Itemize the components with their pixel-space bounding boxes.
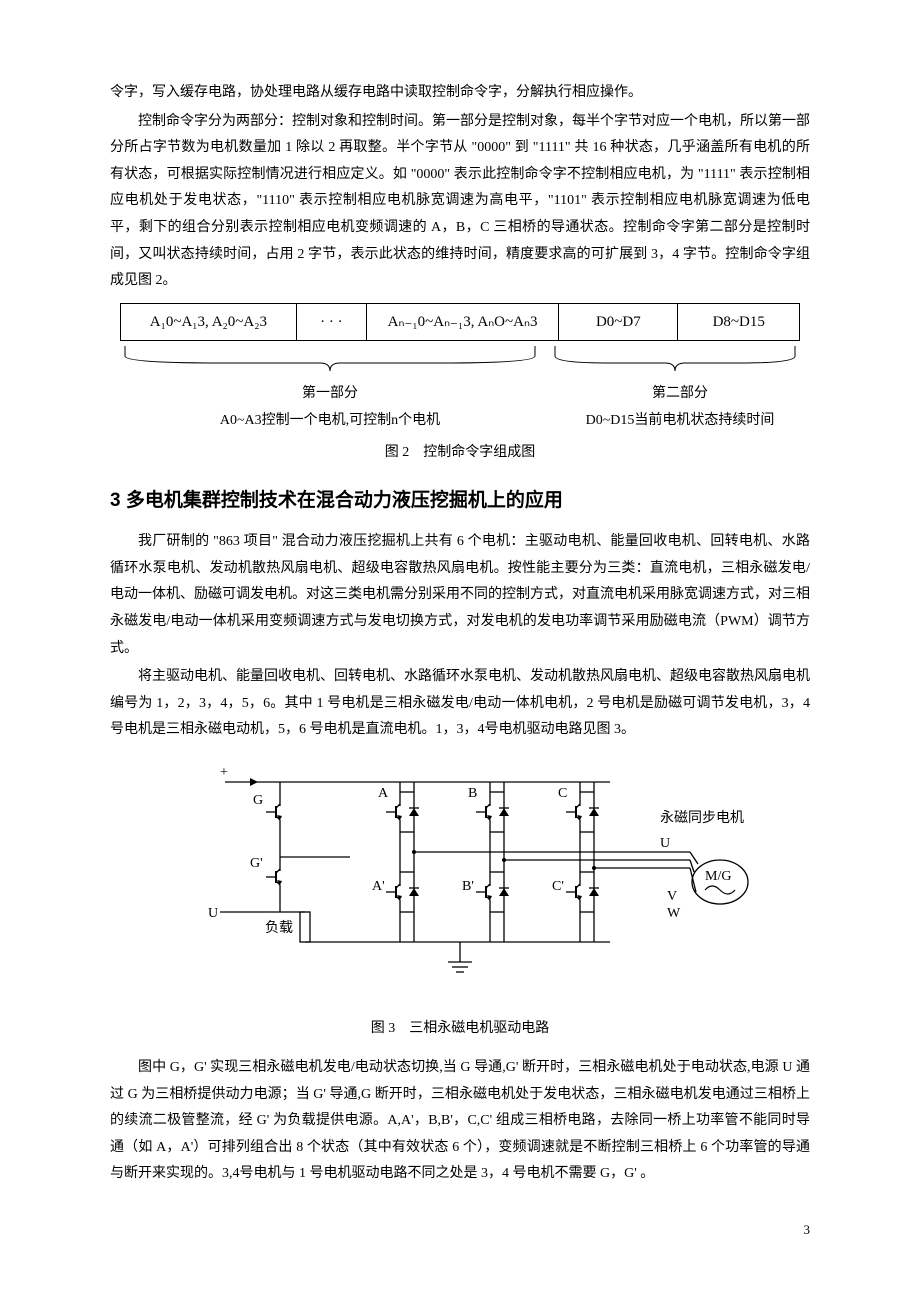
paragraph-5: 图中 G，G' 实现三相永磁电机发电/电动状态切换,当 G 导通,G' 断开时，… bbox=[110, 1055, 810, 1188]
section-3-heading: 3 多电机集群控制技术在混合动力液压挖掘机上的应用 bbox=[110, 483, 810, 519]
motor-label: M/G bbox=[705, 869, 731, 884]
load-label: 负载 bbox=[265, 920, 293, 936]
fig2-brace-right bbox=[550, 341, 800, 379]
motor-desc: 永磁同步电机 bbox=[660, 810, 744, 826]
fig2-part1-title: 第一部分 bbox=[120, 381, 540, 408]
A-label: A bbox=[378, 786, 389, 801]
paragraph-4: 将主驱动电机、能量回收电机、回转电机、水路循环水泵电机、发动机散热风扇电机、超级… bbox=[110, 664, 810, 744]
fig2-brace-left bbox=[120, 341, 540, 379]
U-label: U bbox=[208, 906, 218, 921]
fig2-part1-desc: A0~A3控制一个电机,可控制n个电机 bbox=[120, 408, 540, 435]
figure-3: + G G' U 负载 A B C A' B' C' bbox=[110, 752, 810, 1013]
paragraph-1: 令字，写入缓存电路，协处理电路从缓存电路中读取控制命令字，分解执行相应操作。 bbox=[110, 80, 810, 107]
Gp-label: G' bbox=[250, 856, 263, 871]
paragraph-3: 我厂研制的 "863 项目" 混合动力液压挖掘机上共有 6 个电机：主驱动电机、… bbox=[110, 529, 810, 662]
fig2-caption: 图 2 控制命令字组成图 bbox=[110, 440, 810, 467]
fig2-cell-1: · · · bbox=[296, 303, 366, 341]
B-label: B bbox=[468, 786, 477, 801]
fig2-cell-4: D8~D15 bbox=[678, 303, 800, 341]
fig3-caption: 图 3 三相永磁电机驱动电路 bbox=[110, 1016, 810, 1043]
Ap-label: A' bbox=[372, 879, 385, 894]
circuit-diagram: + G G' U 负载 A B C A' B' C' bbox=[150, 752, 770, 1002]
fig2-table: A₁0~A₁3, A₂0~A₂3 · · · Aₙ₋₁0~Aₙ₋₁3, AₙO~… bbox=[120, 303, 800, 342]
Uout-label: U bbox=[660, 836, 670, 851]
fig2-cell-3: D0~D7 bbox=[559, 303, 678, 341]
V-label: V bbox=[667, 889, 677, 904]
figure-2: A₁0~A₁3, A₂0~A₂3 · · · Aₙ₋₁0~Aₙ₋₁3, AₙO~… bbox=[110, 303, 810, 435]
fig2-part2-desc: D0~D15当前电机状态持续时间 bbox=[560, 408, 800, 435]
Bp-label: B' bbox=[462, 879, 474, 894]
fig2-cell-2: Aₙ₋₁0~Aₙ₋₁3, AₙO~Aₙ3 bbox=[366, 303, 558, 341]
page-number: 3 bbox=[110, 1218, 810, 1243]
fig2-cell-0: A₁0~A₁3, A₂0~A₂3 bbox=[121, 303, 297, 341]
plus-label: + bbox=[220, 765, 228, 780]
paragraph-2: 控制命令字分为两部分：控制对象和控制时间。第一部分是控制对象，每半个字节对应一个… bbox=[110, 109, 810, 295]
W-label: W bbox=[667, 906, 681, 921]
fig2-part2-title: 第二部分 bbox=[560, 381, 800, 408]
G-label: G bbox=[253, 793, 263, 808]
Cp-label: C' bbox=[552, 879, 564, 894]
C-label: C bbox=[558, 786, 567, 801]
